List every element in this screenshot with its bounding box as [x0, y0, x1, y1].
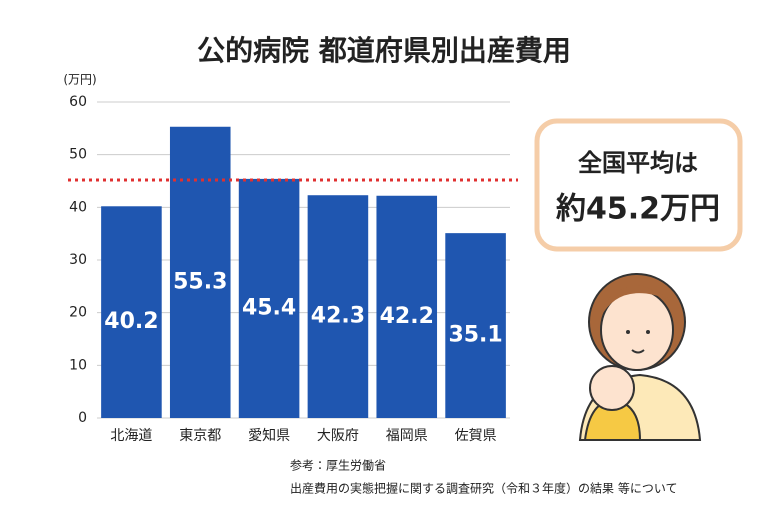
- bar: [445, 233, 506, 418]
- y-tick-label: 50: [69, 147, 87, 163]
- average-label: 約45.2万円: [556, 192, 720, 227]
- y-tick-label: 30: [69, 252, 87, 268]
- value-label: 45.4: [242, 295, 296, 320]
- y-axis-label: (万円): [63, 73, 96, 87]
- value-label: 42.3: [311, 304, 365, 329]
- y-tick-label: 10: [69, 357, 87, 373]
- x-tick-label: 佐賀県: [455, 428, 497, 444]
- source: 参考：厚生労働省: [290, 459, 386, 473]
- bar: [376, 195, 438, 418]
- value-label: 35.1: [448, 323, 502, 348]
- average-text: 全国平均は: [578, 149, 698, 177]
- bar: [101, 206, 162, 418]
- bar: [307, 195, 369, 418]
- callout-box: [534, 118, 743, 252]
- bar: [238, 178, 300, 418]
- illustration: [578, 273, 702, 441]
- y-tick-label: 40: [69, 199, 87, 215]
- x-tick-label: 福岡県: [386, 428, 428, 444]
- x-tick-label: 東京都: [179, 428, 221, 444]
- x-tick-label: 北海道: [110, 428, 152, 444]
- value-label: 42.2: [380, 304, 434, 329]
- bar: [169, 126, 231, 419]
- y-tick-label: 0: [78, 410, 87, 426]
- x-tick-label: 愛知県: [248, 427, 290, 444]
- value-label: 55.3: [173, 269, 227, 294]
- value-label: 40.2: [104, 309, 158, 334]
- y-tick-label: 20: [69, 305, 87, 321]
- x-tick-label: 大阪府: [317, 428, 359, 444]
- chart-title: 公的病院 都道府県別出産費用: [197, 34, 571, 67]
- y-tick-label: 60: [69, 94, 87, 110]
- source: 出産費用の実態把握に関する調査研究（令和３年度）の結果 等について: [290, 481, 677, 496]
